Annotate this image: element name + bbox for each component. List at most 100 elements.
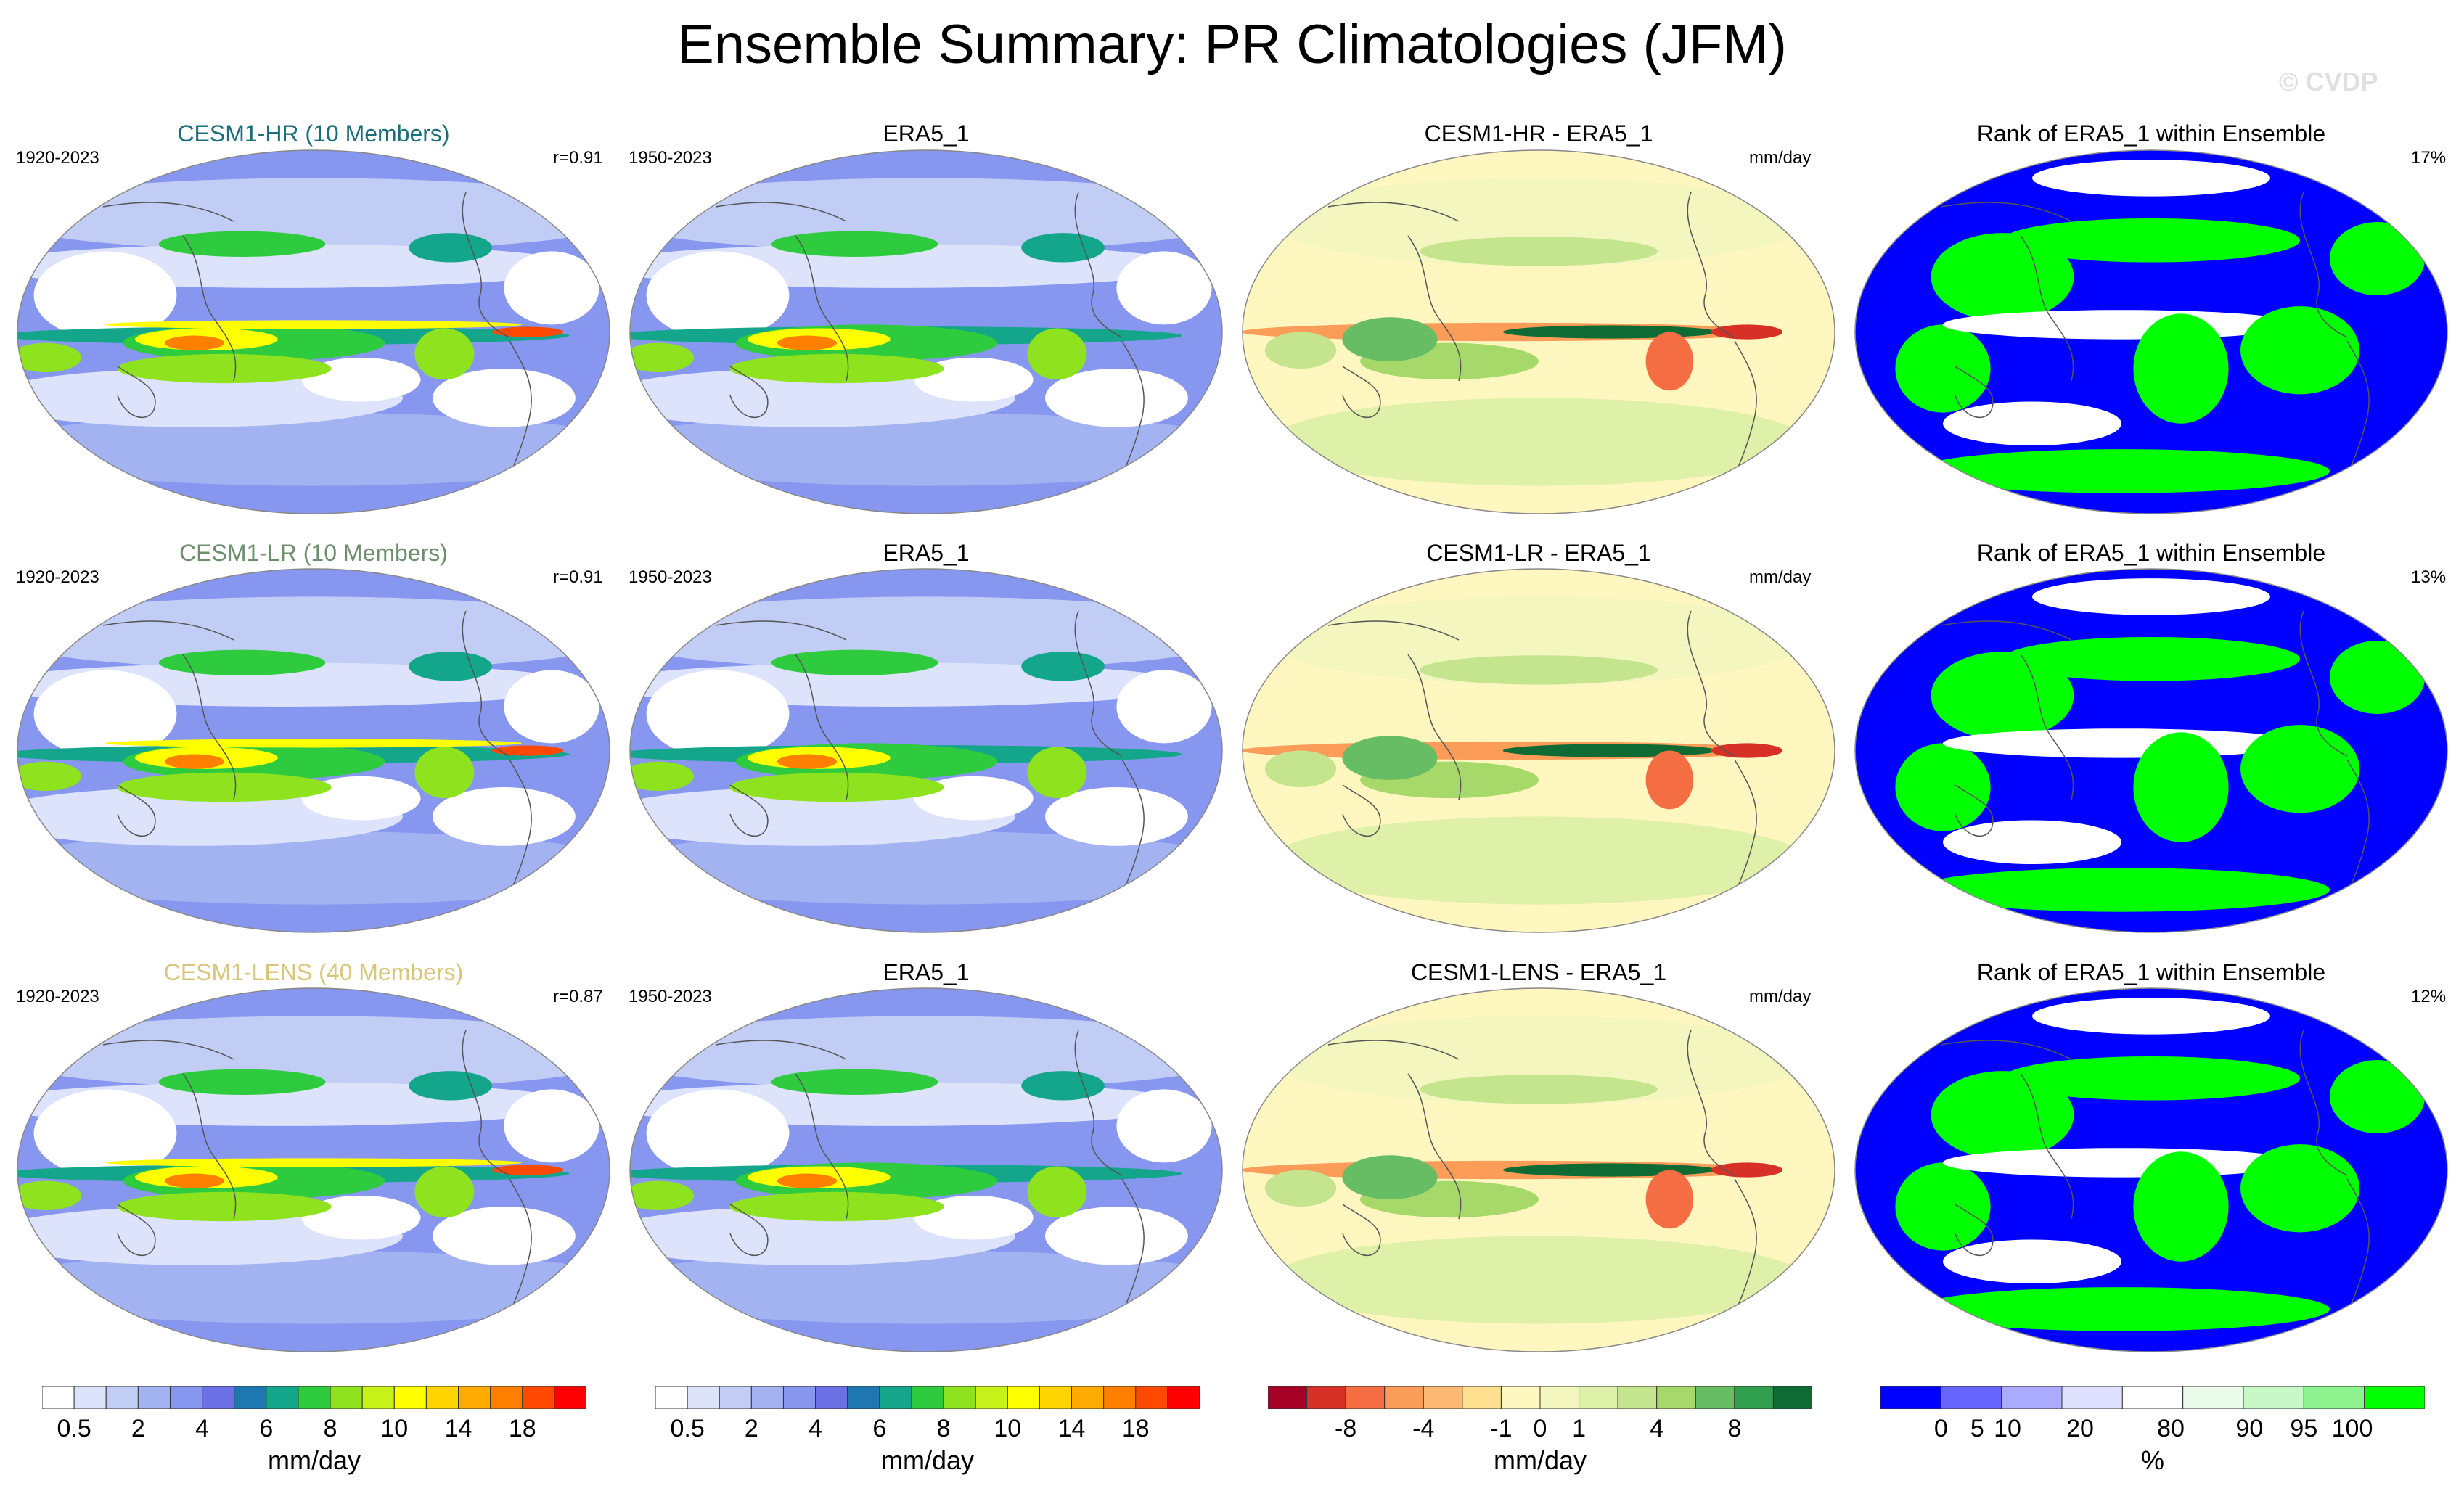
map-obs-row3 <box>629 987 1223 1352</box>
rank-colorbar-tick-label: 80 <box>2157 1415 2185 1442</box>
precip-colorbar-swatch <box>361 1386 395 1409</box>
precip-colorbar-swatch <box>298 1386 331 1409</box>
diff-colorbar-tick-label: 4 <box>1650 1415 1664 1442</box>
cvdp-watermark: © CVDP <box>2279 67 2378 96</box>
diff-colorbar-swatch <box>1539 1386 1580 1409</box>
rank-colorbar <box>1880 1386 2425 1409</box>
precip-colorbar-obs-swatch <box>943 1386 976 1409</box>
precip-colorbar-obs-labels: 0.5 2 4 6 8 10 14 18 <box>655 1415 1200 1444</box>
rank-colorbar-labels: 0 5 10 20 80 90 95 100 <box>1880 1415 2425 1444</box>
diff-colorbar-swatch <box>1695 1386 1735 1409</box>
main-title: Ensemble Summary: PR Climatologies (JFM) <box>677 14 1787 75</box>
rank-panel-title: Rank of ERA5_1 within Ensemble <box>1976 959 2326 985</box>
precip-colorbar-swatch <box>234 1386 267 1409</box>
rank-colorbar-tick-label: 5 <box>1970 1415 1984 1442</box>
diff-colorbar-tick-label: 0 <box>1533 1415 1547 1442</box>
precip-colorbar-tick-label: 6 <box>259 1415 274 1442</box>
diff-colorbar-swatch <box>1306 1386 1346 1409</box>
diff-colorbar-tick-label: 8 <box>1727 1415 1742 1442</box>
precip-colorbar-obs-swatch <box>719 1386 752 1409</box>
diff-colorbar-swatch <box>1500 1386 1541 1409</box>
precip-colorbar-swatch <box>202 1386 235 1409</box>
precip-colorbar-obs-swatch <box>1071 1386 1105 1409</box>
map-obs-row1 <box>629 149 1223 514</box>
diff-colorbar-swatch <box>1384 1386 1424 1409</box>
precip-colorbar-obs-swatch <box>1039 1386 1073 1409</box>
diff-panel-title: CESM1-LR - ERA5_1 <box>1426 540 1651 566</box>
precip-colorbar-swatch <box>522 1386 555 1409</box>
model-period-label: 1920-2023 <box>16 987 99 1006</box>
diff-colorbar-swatch <box>1734 1386 1774 1409</box>
precip-colorbar-obs-swatch <box>847 1386 880 1409</box>
precip-colorbar-swatch <box>393 1386 427 1409</box>
pattern-correlation-label: r=0.87 <box>553 987 603 1006</box>
pattern-correlation-label: r=0.91 <box>553 567 603 587</box>
precip-colorbar-obs-tick-label: 0.5 <box>670 1415 705 1442</box>
rank-colorbar-swatch <box>2243 1386 2304 1409</box>
diff-colorbar-swatch <box>1656 1386 1696 1409</box>
diff-units-label: mm/day <box>1749 148 1812 168</box>
diff-colorbar-swatch <box>1617 1386 1658 1409</box>
rank-colorbar-units: % <box>2140 1445 2164 1475</box>
rank-colorbar-tick-label: 95 <box>2290 1415 2318 1442</box>
rank-colorbar-swatch <box>1940 1386 2002 1409</box>
obs-panel-title: ERA5_1 <box>883 540 970 566</box>
rank-colorbar-swatch <box>2001 1386 2063 1409</box>
diff-units-label: mm/day <box>1749 567 1812 587</box>
diff-colorbar-swatch <box>1579 1386 1618 1409</box>
precip-colorbar-obs-tick-label: 6 <box>872 1415 887 1442</box>
precip-colorbar-swatch <box>490 1386 523 1409</box>
diff-colorbar-swatch <box>1423 1386 1463 1409</box>
diff-colorbar-tick-label: -1 <box>1490 1415 1513 1442</box>
precip-colorbar-swatch <box>425 1386 459 1409</box>
precip-colorbar-tick-label: 10 <box>380 1415 409 1442</box>
precip-colorbar-obs-tick-label: 2 <box>744 1415 758 1442</box>
precip-colorbar-obs-swatch <box>687 1386 720 1409</box>
rank-percent-label: 12% <box>2411 987 2447 1006</box>
obs-panel-title: ERA5_1 <box>883 959 970 985</box>
model-panel-title: CESM1-LR (10 Members) <box>179 540 448 566</box>
rank-colorbar-swatch <box>2061 1386 2123 1409</box>
precip-colorbar-tick-label: 14 <box>444 1415 472 1442</box>
precip-colorbar-tick-label: 18 <box>508 1415 536 1442</box>
precip-colorbar-tick-label: 0.5 <box>57 1415 91 1442</box>
precip-colorbar-units: mm/day <box>267 1445 361 1475</box>
rank-colorbar-swatch <box>2303 1386 2365 1409</box>
precip-colorbar-tick-label: 8 <box>323 1415 337 1442</box>
precip-colorbar-obs-tick-label: 14 <box>1057 1415 1086 1442</box>
precip-colorbar-obs-tick-label: 18 <box>1121 1415 1150 1442</box>
precip-colorbar <box>42 1386 586 1409</box>
rank-colorbar-swatch <box>1880 1386 1941 1409</box>
map-rank-row1 <box>1854 149 2448 514</box>
diff-panel-title: CESM1-LENS - ERA5_1 <box>1410 959 1667 985</box>
precip-colorbar-obs-swatch <box>975 1386 1008 1409</box>
model-panel-title: CESM1-HR (10 Members) <box>177 120 450 147</box>
diff-colorbar-tick-label: -8 <box>1335 1415 1357 1442</box>
precip-colorbar-swatch <box>137 1386 171 1409</box>
precip-colorbar-obs-tick-label: 10 <box>994 1415 1022 1442</box>
map-rank-row3 <box>1854 987 2448 1352</box>
precip-colorbar-obs-swatch <box>782 1386 816 1409</box>
precip-colorbar-obs-swatch <box>1103 1386 1137 1409</box>
pattern-correlation-label: r=0.91 <box>553 148 603 168</box>
diff-units-label: mm/day <box>1749 987 1812 1006</box>
map-diff-row1 <box>1242 149 1835 514</box>
diff-colorbar <box>1268 1386 1812 1409</box>
precip-colorbar-obs-swatch <box>1007 1386 1040 1409</box>
diff-colorbar-tick-label: -4 <box>1412 1415 1435 1442</box>
model-period-label: 1920-2023 <box>16 148 99 168</box>
precip-colorbar-swatch <box>458 1386 491 1409</box>
rank-colorbar-tick-label: 100 <box>2331 1415 2373 1442</box>
map-diff-row3 <box>1242 987 1835 1352</box>
precip-colorbar-obs-swatch <box>1135 1386 1168 1409</box>
model-panel-title: CESM1-LENS (40 Members) <box>163 959 464 985</box>
rank-colorbar-tick-label: 10 <box>1994 1415 2021 1442</box>
map-model-row2 <box>17 568 610 933</box>
rank-colorbar-tick-label: 20 <box>2066 1415 2094 1442</box>
obs-period-label: 1950-2023 <box>629 148 712 168</box>
precip-colorbar-obs-swatch <box>879 1386 912 1409</box>
precip-colorbar-obs-tick-label: 4 <box>809 1415 823 1442</box>
precip-colorbar-swatch <box>42 1386 75 1409</box>
precip-colorbar-obs-swatch <box>655 1386 688 1409</box>
map-model-row1 <box>17 149 610 514</box>
